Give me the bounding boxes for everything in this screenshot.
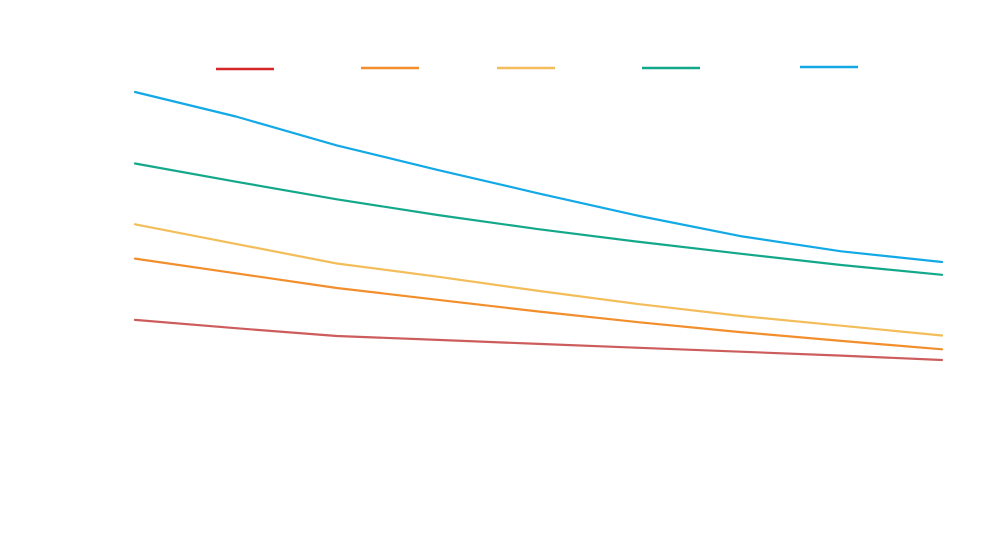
series-line-4	[133, 162, 944, 276]
series-line-3	[133, 223, 944, 337]
plot-area	[133, 90, 944, 362]
series-line-5	[133, 90, 944, 264]
chart-legend	[216, 65, 858, 71]
series-line-1	[133, 318, 944, 362]
series-line-2	[133, 257, 944, 351]
